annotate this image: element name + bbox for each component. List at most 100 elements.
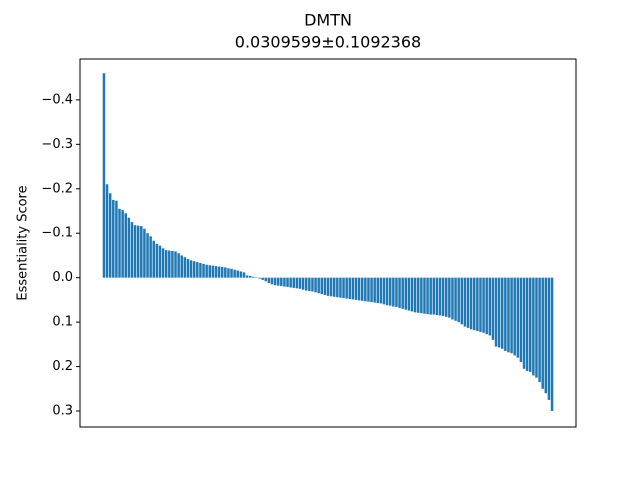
bar: [355, 278, 357, 300]
bar: [252, 277, 254, 278]
bar: [305, 278, 307, 291]
bar: [149, 236, 151, 277]
bar: [311, 278, 313, 292]
bar: [423, 278, 425, 314]
bar: [140, 226, 142, 278]
bar: [538, 278, 540, 382]
bar: [112, 200, 114, 278]
bar: [227, 268, 229, 277]
y-tick-label: 0.3: [52, 404, 73, 419]
bar: [215, 266, 217, 278]
bar: [233, 270, 235, 278]
bar: [162, 248, 164, 277]
bar: [535, 278, 537, 378]
bar: [526, 278, 528, 371]
bar: [103, 73, 105, 277]
bar: [280, 278, 282, 286]
bar: [193, 261, 195, 277]
y-tick-label: 0.1: [52, 315, 73, 330]
bar: [520, 278, 522, 362]
bar: [221, 267, 223, 278]
y-tick-label: 0.0: [52, 270, 73, 285]
bar: [224, 267, 226, 277]
bar: [230, 269, 232, 278]
bar: [349, 278, 351, 299]
bar: [436, 278, 438, 315]
bar: [174, 251, 176, 277]
bar: [205, 265, 207, 278]
bar: [199, 263, 201, 278]
bar: [383, 278, 385, 305]
bar: [196, 262, 198, 278]
bar: [324, 278, 326, 295]
bar: [168, 251, 170, 278]
bar: [504, 278, 506, 351]
bar: [501, 278, 503, 349]
bar: [146, 233, 148, 277]
bar: [492, 278, 494, 340]
bar: [246, 275, 248, 277]
bar: [457, 278, 459, 322]
bar: [467, 278, 469, 328]
bar: [398, 278, 400, 308]
bar: [302, 278, 304, 290]
y-tick-label: −0.3: [41, 137, 73, 152]
y-tick-label: −0.4: [41, 92, 73, 107]
chart-subtitle: 0.0309599±0.1092368: [235, 33, 421, 52]
plot-area: [103, 73, 554, 411]
bar: [401, 278, 403, 309]
bar: [429, 278, 431, 315]
bar: [373, 278, 375, 303]
bar: [283, 278, 285, 287]
bar: [333, 278, 335, 297]
bar: [177, 253, 179, 277]
bar: [171, 251, 173, 278]
bar: [321, 278, 323, 294]
bar: [442, 278, 444, 316]
bar: [445, 278, 447, 317]
bar: [153, 241, 155, 278]
bar: [352, 278, 354, 300]
bar: [336, 278, 338, 298]
bar: [212, 266, 214, 278]
bar: [395, 278, 397, 307]
bar: [464, 278, 466, 327]
bar: [489, 278, 491, 336]
bar: [541, 278, 543, 389]
bar: [299, 278, 301, 289]
bar: [286, 278, 288, 287]
bar: [159, 246, 161, 278]
chart-title: DMTN: [304, 11, 352, 30]
bar: [417, 278, 419, 313]
bar: [411, 278, 413, 312]
bar: [364, 278, 366, 302]
bar: [265, 278, 267, 282]
bar: [128, 218, 130, 278]
bar: [115, 201, 117, 278]
bar: [361, 278, 363, 301]
bar: [476, 278, 478, 331]
bar: [339, 278, 341, 298]
y-tick-label: −0.1: [41, 226, 73, 241]
bar: [370, 278, 372, 302]
bar: [510, 278, 512, 354]
bar: [137, 226, 139, 278]
bar: [109, 193, 111, 277]
bar: [143, 229, 145, 278]
bar: [380, 278, 382, 304]
bar: [296, 278, 298, 289]
bar: [327, 278, 329, 296]
bar: [405, 278, 407, 310]
bar: [551, 278, 553, 411]
bar: [261, 278, 263, 280]
bar: [448, 278, 450, 318]
bar: [165, 250, 167, 278]
bar: [124, 213, 126, 277]
bar: [202, 264, 204, 278]
bar: [439, 278, 441, 316]
bar: [517, 278, 519, 358]
bar: [392, 278, 394, 307]
bar: [358, 278, 360, 301]
bar: [345, 278, 347, 299]
